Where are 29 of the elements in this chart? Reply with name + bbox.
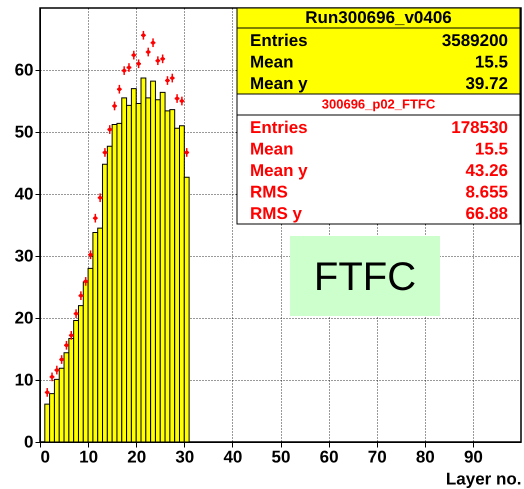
text: Run300696_v0406: [305, 8, 452, 27]
text: Mean 15.5: [250, 52, 508, 72]
x-tick-label: 10: [79, 448, 98, 466]
x-axis-title: Layer no.: [446, 470, 522, 488]
y-tick-label: 10: [14, 370, 34, 390]
y-tick-label: 40: [14, 184, 34, 204]
x-tick-label: 70: [368, 448, 387, 466]
x-tick-label: 0: [40, 448, 50, 466]
y-tick-label: 0: [24, 432, 34, 452]
y-tick-label: 50: [14, 122, 34, 142]
text: Mean y 43.26: [250, 161, 508, 180]
x-tick-label: 50: [272, 448, 290, 466]
text: RMS y 66.88: [250, 204, 508, 223]
y-tick-label: 30: [14, 246, 34, 266]
x-tick-label: 30: [175, 448, 194, 466]
x-tick-label: 80: [416, 448, 435, 466]
x-tick-label: 40: [223, 448, 242, 466]
x-tick-label: 20: [127, 448, 146, 466]
x-tick-label: 60: [320, 448, 339, 466]
y-tick-label: 60: [14, 60, 34, 80]
text: Mean 15.5: [250, 140, 508, 158]
text: 300696_p02_FTFC: [322, 96, 436, 112]
annotation: FTFC: [314, 255, 416, 299]
text: Entries 3589200: [250, 31, 508, 50]
text: Mean y 39.72: [250, 74, 508, 93]
text: Entries 178530: [250, 118, 508, 137]
x-tick-label: 90: [464, 448, 483, 466]
text: RMS 8.655: [250, 182, 508, 202]
y-tick-label: 20: [14, 308, 34, 328]
